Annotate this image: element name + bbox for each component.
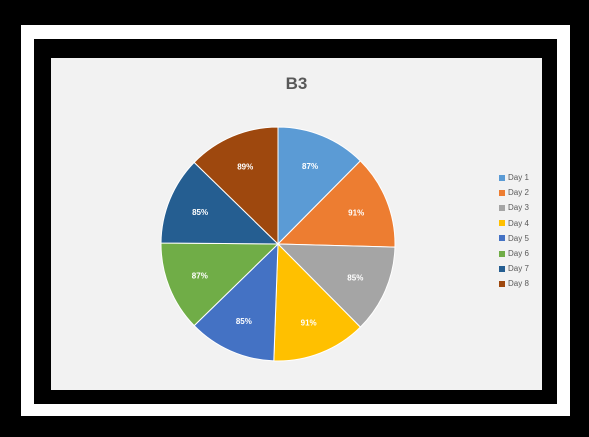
legend-item-day-8: Day 8 [499,276,545,291]
data-label-day-1: 87% [302,162,318,171]
legend-item-day-3: Day 3 [499,200,545,215]
pie-slice-day-3 [276,243,396,328]
data-label-day-3: 85% [347,273,363,282]
pie-chart: 87% 91% 85% 91% 85% 87% 85% 89% [160,126,396,362]
pie-slice-day-7 [160,161,280,245]
legend-item-day-6: Day 6 [499,246,545,261]
data-label-day-7: 85% [192,208,208,217]
legend-item-day-1: Day 1 [499,170,545,185]
legend-label: Day 8 [508,279,529,289]
legend-item-day-7: Day 7 [499,261,545,276]
legend-label: Day 6 [508,249,529,259]
pie-slice-day-8 [193,126,279,246]
legend-swatch [499,204,505,211]
chart-title: B3 [285,74,308,93]
legend-label: Day 7 [508,264,529,274]
data-label-day-5: 85% [236,317,252,326]
legend-swatch [499,280,505,287]
legend-item-day-2: Day 2 [499,185,545,200]
legend-swatch [499,189,505,196]
legend-label: Day 1 [508,173,529,183]
pie-slice-day-6 [160,242,280,327]
legend-swatch [499,220,505,227]
pie-slice-day-2 [276,160,396,248]
data-label-day-2: 91% [348,209,364,218]
legend-swatch [499,265,505,272]
legend-swatch [499,250,505,257]
legend-swatch [499,174,505,181]
data-label-day-4: 91% [301,318,317,327]
legend-label: Day 2 [508,188,529,198]
legend-item-day-5: Day 5 [499,231,545,246]
legend-swatch [499,235,505,242]
legend-label: Day 4 [508,218,529,228]
chart-legend: Day 1 Day 2 Day 3 Day 4 Day 5 Day 6 Day 7 Day 8 [499,170,545,292]
pie-slice-day-5 [193,242,279,362]
chart-area: B3 87% 91% 85% 91% 85% 87% 85% 89% Day 1 Day 2 Da… [51,58,542,390]
legend-label: Day 3 [508,203,529,213]
data-label-day-8: 89% [237,162,253,171]
data-label-day-6: 87% [192,271,208,280]
legend-label: Day 5 [508,233,529,243]
legend-item-day-4: Day 4 [499,216,545,231]
pie-slice-day-1 [277,126,362,246]
pie-slice-day-4 [273,242,362,362]
